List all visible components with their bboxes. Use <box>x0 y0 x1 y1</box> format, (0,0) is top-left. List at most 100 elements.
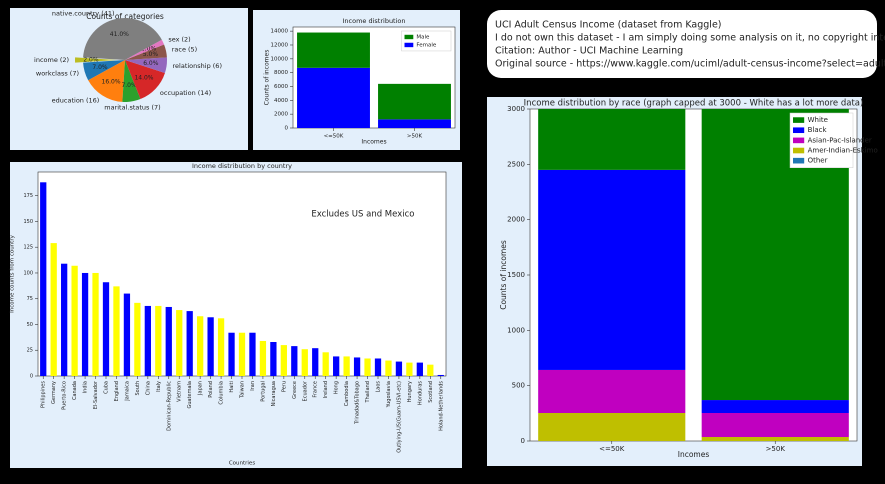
x-tick-label: France <box>313 381 319 398</box>
legend-label: Asian-Pac-Islander <box>808 136 872 144</box>
x-axis-label: Countries <box>229 461 256 467</box>
legend-swatch <box>404 34 414 40</box>
y-tick-label: 2500 <box>507 160 525 168</box>
x-tick-label: <=50K <box>599 445 625 453</box>
slice-value-label: 2.0% <box>141 45 157 52</box>
bar <box>322 352 329 376</box>
x-tick-label: Poland <box>208 381 214 398</box>
x-tick-label: Portugal <box>260 381 266 402</box>
bar <box>61 263 68 376</box>
bar-segment <box>538 369 686 414</box>
bar <box>40 182 47 376</box>
slice-label: workclass (7) <box>36 69 79 77</box>
x-tick-label: Italy <box>156 381 162 392</box>
y-tick-label: 2000 <box>274 112 288 118</box>
legend-label: White <box>808 116 828 124</box>
bar <box>291 346 298 376</box>
y-tick-label: 1000 <box>507 326 525 334</box>
bar-segment <box>378 119 451 128</box>
x-tick-label: Vietnam <box>177 381 183 402</box>
slice-value-label: 5.0% <box>143 51 159 58</box>
slice-label: native.country (41) <box>52 9 115 17</box>
x-tick-label: Hong <box>334 381 340 394</box>
bar <box>92 272 99 376</box>
bar <box>385 360 392 376</box>
y-axis-label: Counts of incomes <box>264 50 271 106</box>
x-tick-label: El-Salvador <box>93 380 99 409</box>
x-tick-label: Honduras <box>417 381 423 405</box>
x-tick-label: Trinadad&Tobago <box>355 381 361 425</box>
bar-segment <box>297 32 370 68</box>
y-tick-label: 3000 <box>507 105 525 113</box>
x-tick-label: Hungary <box>407 381 413 402</box>
bar <box>81 272 89 376</box>
note-line: I do not own this dataset - I am simply … <box>495 33 885 44</box>
legend-swatch <box>793 127 805 134</box>
pie-slice <box>75 57 117 63</box>
legend-label: Female <box>416 42 437 48</box>
x-tick-label: Japan <box>198 381 204 396</box>
slice-value-label: 6.0% <box>143 60 159 67</box>
bar <box>427 364 434 376</box>
note-line: Original source - https://www.kaggle.com… <box>495 59 885 70</box>
x-axis-label: Incomes <box>678 450 710 459</box>
slice-label: relationship (6) <box>173 62 222 70</box>
y-tick-label: 12000 <box>271 42 289 48</box>
note-line: UCI Adult Census Income (dataset from Ka… <box>495 20 722 31</box>
bar-segment <box>378 83 451 120</box>
x-tick-label: India <box>83 381 89 393</box>
pie-slice <box>83 60 125 81</box>
bar <box>113 286 120 376</box>
y-tick-label: 125 <box>23 245 33 251</box>
bar <box>228 332 235 376</box>
slice-label: education (16) <box>52 96 100 104</box>
legend-label: Amer-Indian-Eskimo <box>808 147 878 155</box>
x-tick-label: Yugoslavia <box>386 381 392 408</box>
pie-slice <box>83 17 162 60</box>
x-tick-label: England <box>114 381 120 401</box>
bar-segment <box>538 413 686 441</box>
bar <box>312 348 319 376</box>
pie-slice <box>125 44 167 60</box>
x-tick-label: China <box>145 381 151 395</box>
x-tick-label: Iran <box>250 381 256 391</box>
y-tick-label: 100 <box>23 270 33 276</box>
legend-swatch <box>793 137 805 144</box>
y-tick-label: 6000 <box>274 84 288 90</box>
bar <box>416 362 423 376</box>
bar <box>197 316 204 376</box>
bar-segment <box>701 413 849 438</box>
x-tick-label: Haiti <box>229 381 235 393</box>
bar <box>176 310 183 376</box>
x-tick-label: Nicaragua <box>271 381 277 406</box>
x-tick-label: Canada <box>72 381 78 400</box>
x-tick-label: Scotland <box>428 381 434 403</box>
bar <box>123 293 131 376</box>
legend-box <box>401 30 452 52</box>
x-tick-label: Germany <box>51 381 57 404</box>
y-tick-label: 1500 <box>507 271 525 279</box>
bar <box>207 317 214 376</box>
bar <box>238 332 246 376</box>
bar <box>165 306 172 376</box>
annotation: Excludes US and Mexico <box>311 210 414 220</box>
legend-label: Male <box>416 34 430 40</box>
bar <box>134 302 141 376</box>
y-tick-label: 150 <box>23 219 33 225</box>
bar <box>71 265 78 376</box>
x-tick-label: Holand-Netherlands <box>438 381 444 431</box>
pie-slice <box>125 60 165 100</box>
bar-segment <box>297 67 370 128</box>
x-tick-label: <=50K <box>324 134 344 140</box>
bar <box>343 356 350 376</box>
bar <box>280 345 287 376</box>
y-tick-label: 10000 <box>271 56 289 62</box>
chart-title: Counts of categories <box>86 12 164 21</box>
y-tick-label: 0 <box>521 437 525 445</box>
x-tick-label: South <box>135 381 141 396</box>
x-tick-label: Peru <box>281 381 287 392</box>
slice-label: occupation (14) <box>160 89 211 97</box>
x-tick-label: Thailand <box>365 381 371 403</box>
x-tick-label: Ecuador <box>302 380 308 401</box>
